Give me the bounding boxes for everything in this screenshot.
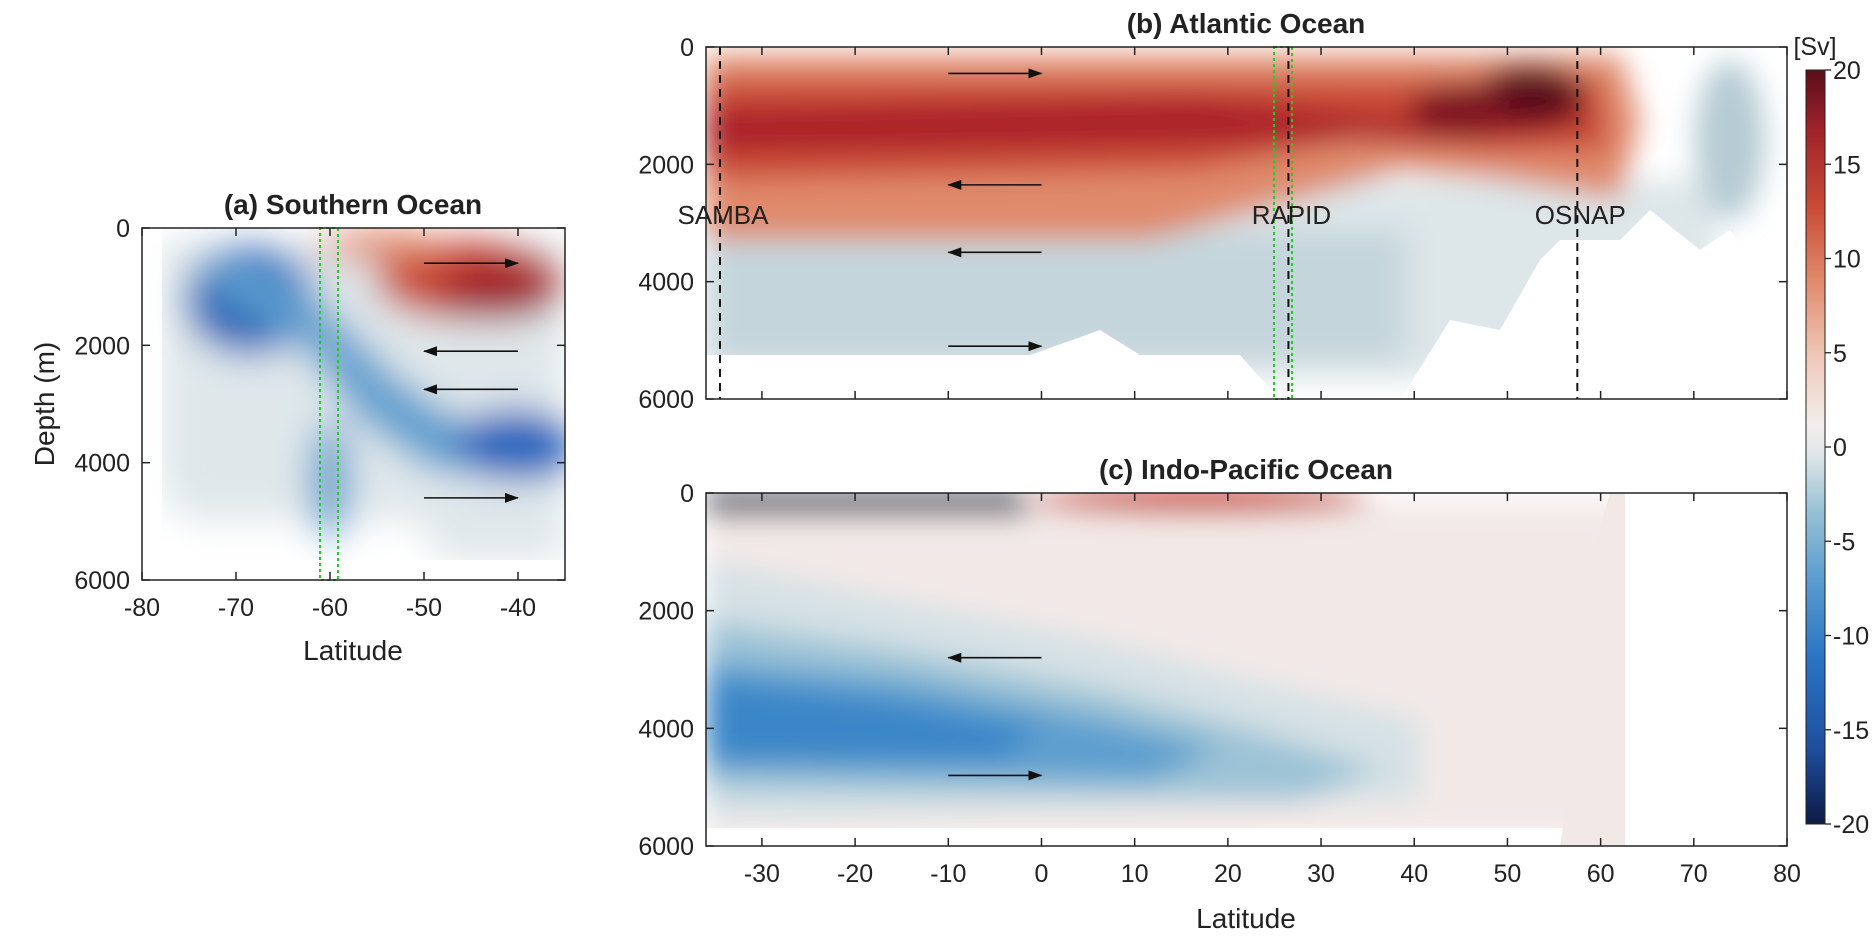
x-tick-label: -50 — [406, 594, 442, 622]
y-tick-label: 0 — [680, 34, 694, 62]
panel-c-frame — [705, 492, 1788, 847]
colorbar-ticks: 20 15 10 5 0 -5 -10 -15 -20 — [1825, 57, 1869, 839]
x-tick-label: -70 — [218, 594, 254, 622]
x-tick-label: 50 — [1494, 860, 1522, 888]
panel-a-xlabel: Latitude — [303, 635, 403, 666]
panel-a: -80 -70 -60 -50 -40 0 2000 4000 6000 (a) Souther… — [29, 189, 566, 666]
panel-b-title: (b) Atlantic Ocean — [1127, 8, 1366, 39]
x-tick-label: 20 — [1214, 860, 1242, 888]
x-tick-label: -10 — [930, 860, 966, 888]
colorbar-tick-label: -20 — [1833, 811, 1869, 839]
x-tick-label: -80 — [124, 594, 160, 622]
panel-a-title: (a) Southern Ocean — [224, 189, 482, 220]
y-tick-label: 2000 — [74, 332, 130, 360]
panel-b-sections: SAMBA RAPID OSNAP — [677, 47, 1626, 399]
colorbar-bar — [1805, 69, 1826, 825]
y-tick-label: 2000 — [638, 151, 694, 179]
colorbar-tick-label: 15 — [1833, 151, 1861, 179]
y-tick-label: 6000 — [638, 833, 694, 861]
x-tick-label: 60 — [1587, 860, 1615, 888]
y-tick-label: 0 — [680, 480, 694, 508]
y-tick-label: 4000 — [74, 450, 130, 478]
panel-a-ticks: -80 -70 -60 -50 -40 0 2000 4000 6000 — [74, 215, 565, 622]
panel-b-frame — [705, 46, 1788, 400]
x-tick-label: -40 — [500, 594, 536, 622]
panel-a-frame — [141, 227, 566, 581]
colorbar: [Sv] 20 15 10 5 0 -5 -10 -15 -20 — [1793, 33, 1869, 839]
y-tick-label: 0 — [116, 215, 130, 243]
panel-c-ticks: -30 -20 -10 0 10 20 30 40 50 60 70 80 0 2000 4000 6000 — [638, 480, 1801, 888]
x-tick-label: 30 — [1307, 860, 1335, 888]
x-tick-label: 40 — [1400, 860, 1428, 888]
panel-c-title: (c) Indo-Pacific Ocean — [1099, 454, 1393, 485]
colorbar-unit: [Sv] — [1793, 33, 1836, 61]
panel-c-xlabel: Latitude — [1196, 903, 1296, 934]
panel-c: -30 -20 -10 0 10 20 30 40 50 60 70 800200040006000 … — [638, 454, 1801, 934]
panel-b: SAMBA RAPID OSNAP 0 2000 4000 6000 (b) Atlant… — [638, 8, 1788, 414]
colorbar-tick-label: 20 — [1833, 57, 1861, 85]
x-tick-label: 10 — [1121, 860, 1149, 888]
section-label-osnap: OSNAP — [1535, 200, 1626, 230]
panel-b-arrows — [947, 68, 1043, 352]
colorbar-tick-label: -5 — [1833, 528, 1855, 556]
x-tick-label: 0 — [1035, 860, 1049, 888]
colorbar-tick-label: 5 — [1833, 340, 1847, 368]
x-tick-label: 70 — [1680, 860, 1708, 888]
y-tick-label: 4000 — [638, 715, 694, 743]
panel-a-arrows — [423, 258, 519, 503]
panel-b-ticks: 0 2000 4000 6000 — [638, 34, 1788, 414]
panel-c-field — [706, 493, 1787, 846]
y-tick-label: 6000 — [74, 567, 130, 595]
x-tick-label: 80 — [1773, 860, 1801, 888]
colorbar-tick-label: -10 — [1833, 623, 1869, 651]
y-tick-label: 4000 — [638, 269, 694, 297]
colorbar-tick-label: 10 — [1833, 246, 1861, 274]
colorbar-tick-label: 0 — [1833, 434, 1847, 462]
x-tick-label: -60 — [312, 594, 348, 622]
panel-b-field — [706, 47, 1787, 399]
panel-c-arrows — [947, 652, 1043, 781]
section-label-samba: SAMBA — [677, 200, 769, 230]
panel-a-field — [142, 228, 565, 580]
panel-a-ylabel: Depth (m) — [29, 342, 60, 466]
x-tick-label: -30 — [744, 860, 780, 888]
y-tick-label: 6000 — [638, 386, 694, 414]
x-tick-label: -20 — [837, 860, 873, 888]
section-label-rapid: RAPID — [1252, 200, 1331, 230]
colorbar-tick-label: -15 — [1833, 717, 1869, 745]
y-tick-label: 2000 — [638, 598, 694, 626]
